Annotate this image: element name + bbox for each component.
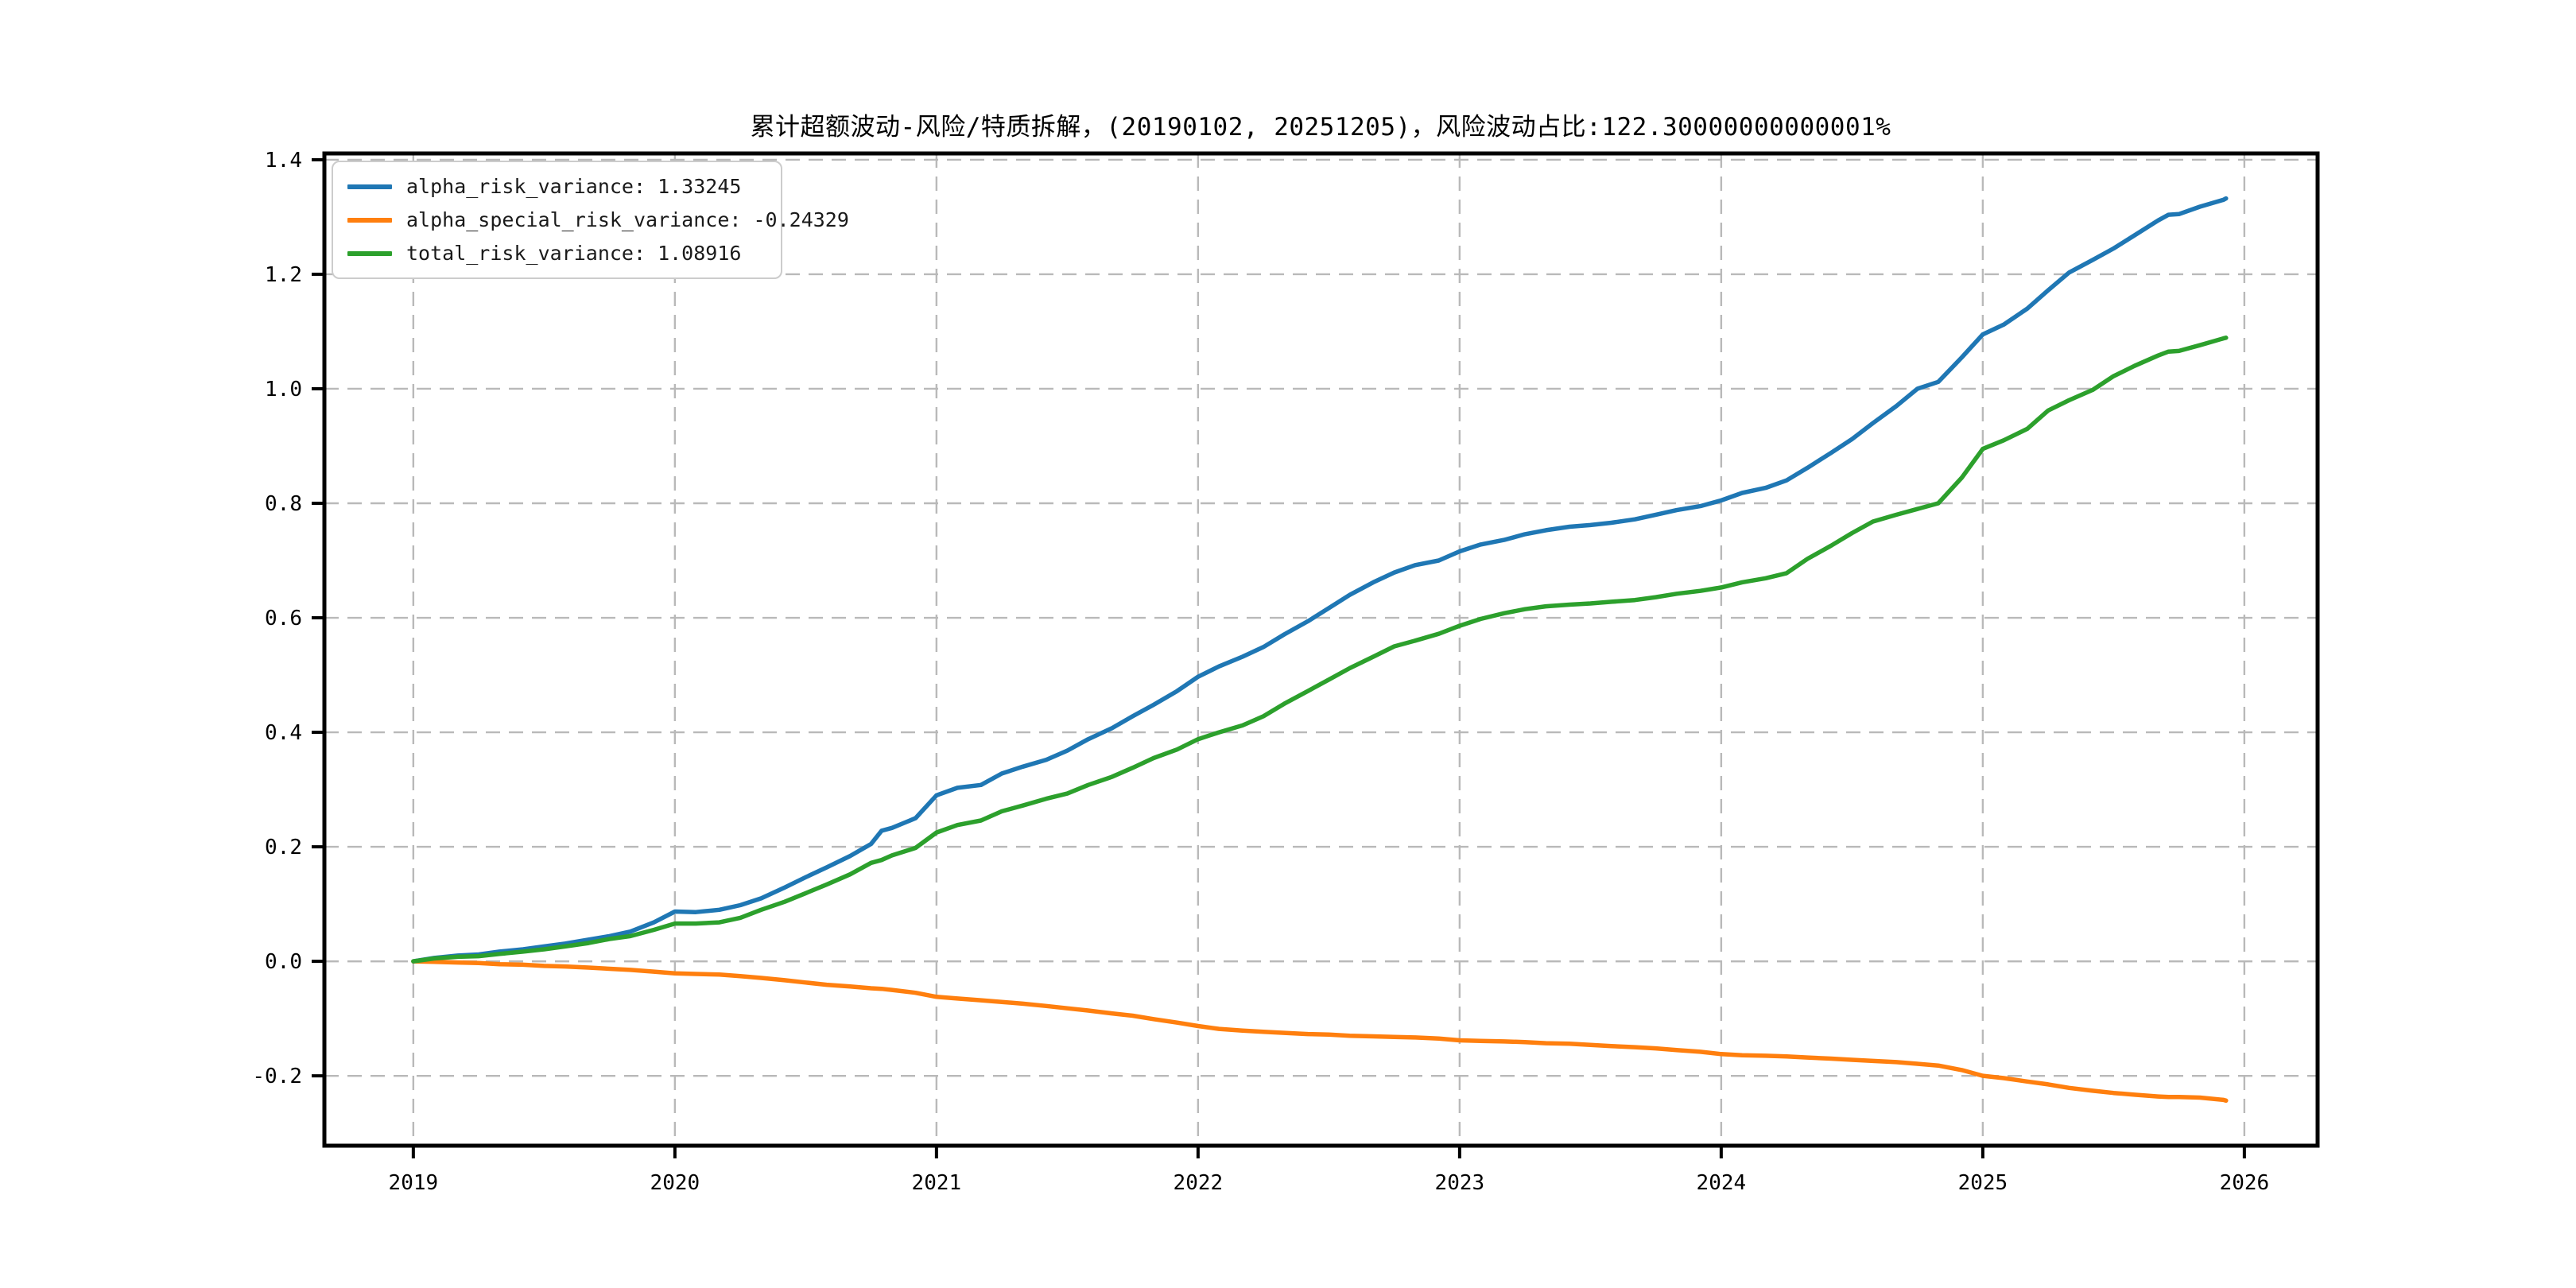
x-tick-label: 2025 bbox=[1958, 1171, 2008, 1195]
x-tick-label: 2021 bbox=[912, 1171, 962, 1195]
x-tick-label: 2022 bbox=[1174, 1171, 1224, 1195]
y-tick-label: 0.0 bbox=[265, 950, 302, 974]
y-tick-label: -0.2 bbox=[252, 1065, 302, 1088]
chart-title: 累计超额波动-风险/特质拆解，(20190102, 20251205)，风险波动… bbox=[750, 113, 1891, 142]
y-tick-label: 1.2 bbox=[265, 263, 302, 287]
line-alpha_risk_variance bbox=[411, 196, 2229, 964]
y-tick-label: 0.2 bbox=[265, 836, 302, 859]
y-tick-label: 1.4 bbox=[265, 149, 302, 173]
x-tick-label: 2024 bbox=[1697, 1171, 1747, 1195]
legend-entry-alpha-risk-variance: alpha_risk_variance: 1.33245 bbox=[347, 175, 765, 198]
x-tick-label: 2026 bbox=[2220, 1171, 2270, 1195]
legend-box: alpha_risk_variance: 1.33245 alpha_speci… bbox=[332, 161, 849, 279]
y-tick-label: 0.6 bbox=[265, 607, 302, 630]
axes-spines bbox=[322, 151, 2320, 1148]
legend-label: alpha_risk_variance: 1.33245 bbox=[406, 175, 742, 198]
x-tick-label: 2020 bbox=[650, 1171, 700, 1195]
legend-entry-total-risk-variance: total_risk_variance: 1.08916 bbox=[347, 242, 765, 265]
legend-line-swatch-green bbox=[347, 250, 392, 256]
legend-line-swatch-orange bbox=[347, 217, 392, 223]
x-tick-label: 2023 bbox=[1435, 1171, 1485, 1195]
line-total_risk_variance bbox=[411, 336, 2229, 964]
x-tick-label: 2019 bbox=[389, 1171, 439, 1195]
legend-label: total_risk_variance: 1.08916 bbox=[406, 242, 742, 265]
y-tick-label: 1.0 bbox=[265, 378, 302, 402]
legend-label: alpha_special_risk_variance: -0.24329 bbox=[406, 208, 849, 231]
legend-line-swatch-blue bbox=[347, 184, 392, 189]
line-alpha_special_risk_variance bbox=[411, 959, 2229, 1104]
y-tick-label: 0.8 bbox=[265, 492, 302, 516]
legend-entry-alpha-special-risk-variance: alpha_special_risk_variance: -0.24329 bbox=[347, 208, 849, 231]
y-tick-label: 0.4 bbox=[265, 721, 302, 745]
